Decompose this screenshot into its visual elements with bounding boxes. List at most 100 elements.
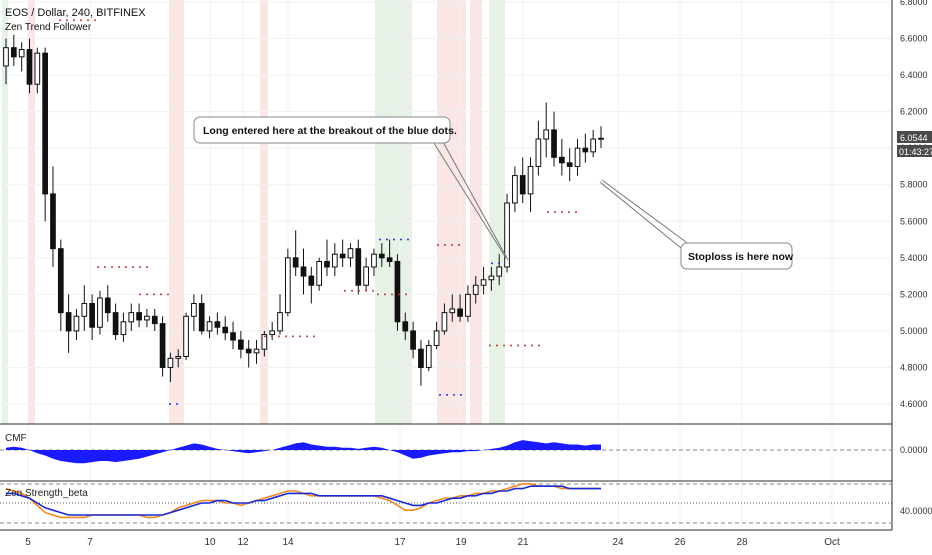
candle-body — [402, 321, 409, 332]
candle-body — [441, 312, 448, 332]
candle-body — [449, 308, 456, 314]
trend-dot — [365, 289, 367, 292]
candle-body — [559, 156, 565, 164]
price-tick-label: 4.6000 — [900, 399, 928, 409]
trend-dot — [372, 289, 374, 292]
trend-dot — [313, 335, 315, 338]
candle-body — [378, 253, 385, 259]
strength-level-label: 40.0000 — [900, 506, 932, 516]
session-band — [2, 0, 8, 424]
candle-body — [73, 315, 80, 332]
candle-body — [10, 47, 17, 58]
trend-dot — [111, 265, 113, 268]
price-tick-label: 5.2000 — [900, 289, 928, 299]
candle-body — [144, 315, 150, 321]
candle-body — [566, 162, 573, 167]
candle-body — [277, 312, 283, 332]
trend-dot — [400, 238, 402, 241]
trend-dot — [176, 403, 178, 405]
trend-dot — [568, 211, 570, 214]
candle-body — [284, 257, 291, 314]
candle-body — [582, 147, 589, 153]
cmf-zero-label: 0.0000 — [900, 445, 928, 455]
trend-dot — [80, 19, 82, 22]
trend-dot — [358, 289, 360, 292]
candle-body — [136, 312, 142, 321]
last-price-label: 6.0544 — [900, 133, 928, 143]
candle-body — [183, 315, 189, 357]
trend-dot — [379, 238, 381, 241]
trend-dot — [278, 335, 280, 338]
trend-dot — [496, 344, 498, 347]
candle-body — [238, 339, 244, 350]
strength-slow-line — [6, 485, 601, 516]
candle-body — [65, 312, 72, 332]
candle-body — [104, 297, 111, 314]
trend-dot — [292, 335, 294, 338]
price-pane[interactable] — [3, 19, 604, 405]
price-tick-label: 6.6000 — [900, 34, 928, 44]
session-band — [28, 0, 35, 424]
candle-body — [300, 266, 307, 277]
trend-dot — [538, 344, 540, 347]
trend-dot — [547, 211, 549, 214]
trend-dot — [393, 238, 395, 241]
candle-body — [292, 257, 299, 268]
annotation-stop-pointer — [601, 179, 691, 246]
candle-body — [89, 303, 95, 328]
candle-body — [253, 348, 260, 354]
candle-body — [316, 260, 323, 286]
session-band — [169, 0, 184, 424]
candle-body — [512, 175, 518, 204]
time-tick-label: 19 — [455, 537, 467, 548]
time-axis[interactable]: 5 7 10 12 14 17 19 21 24 26 28 Oct — [25, 537, 840, 548]
candle-body — [18, 49, 25, 58]
trend-dot — [460, 393, 462, 396]
last-price-marker: 6.0544 01:43:27 — [897, 131, 932, 157]
candle-body — [519, 175, 526, 195]
trend-dot — [503, 344, 505, 347]
trend-dot — [285, 335, 287, 338]
session-band — [375, 0, 412, 424]
trend-dot — [451, 244, 453, 247]
trend-dot — [453, 393, 455, 396]
candle-body — [81, 303, 88, 317]
trend-dot — [344, 289, 346, 292]
trend-dot — [73, 19, 75, 22]
trend-dot — [132, 265, 134, 268]
trend-dot — [489, 344, 491, 347]
time-tick-label: Oct — [824, 537, 840, 548]
trend-dot — [87, 19, 89, 22]
time-tick-label: 21 — [517, 537, 529, 548]
trend-dot — [498, 262, 500, 265]
candle-body — [535, 138, 542, 167]
candle-body — [308, 275, 315, 286]
candle-body — [418, 348, 424, 368]
trend-dot — [146, 293, 148, 296]
candle-body — [465, 293, 471, 317]
annotation-long-entry[interactable]: Long entered here at the breakout of the… — [193, 116, 509, 261]
candle-body — [598, 137, 604, 140]
trend-dot — [386, 238, 388, 241]
candle-body — [50, 193, 56, 250]
time-tick-label: 5 — [25, 537, 31, 548]
trend-dot — [118, 265, 120, 268]
annotation-long-pointer-2 — [431, 139, 507, 259]
trend-dot — [510, 344, 512, 347]
candle-body — [457, 308, 463, 317]
time-tick-label: 10 — [204, 537, 216, 548]
candle-body — [175, 355, 182, 359]
trend-dot — [491, 262, 493, 265]
strength-title: Zen Strength_beta — [5, 488, 88, 499]
time-tick-label: 17 — [394, 537, 406, 548]
candle-body — [331, 253, 338, 268]
cmf-pane[interactable]: CMF 0.0000 — [0, 433, 928, 464]
trend-dot — [439, 393, 441, 396]
trend-dot — [407, 238, 409, 241]
annotation-stoploss[interactable]: Stoploss is here now — [599, 179, 794, 270]
strength-pane[interactable]: Zen Strength_beta 40.0000 — [0, 483, 932, 524]
indicator-title: Zen Trend Follower — [5, 22, 92, 33]
trend-dot — [167, 293, 169, 296]
